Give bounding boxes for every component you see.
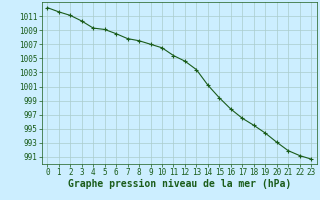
X-axis label: Graphe pression niveau de la mer (hPa): Graphe pression niveau de la mer (hPa) xyxy=(68,179,291,189)
